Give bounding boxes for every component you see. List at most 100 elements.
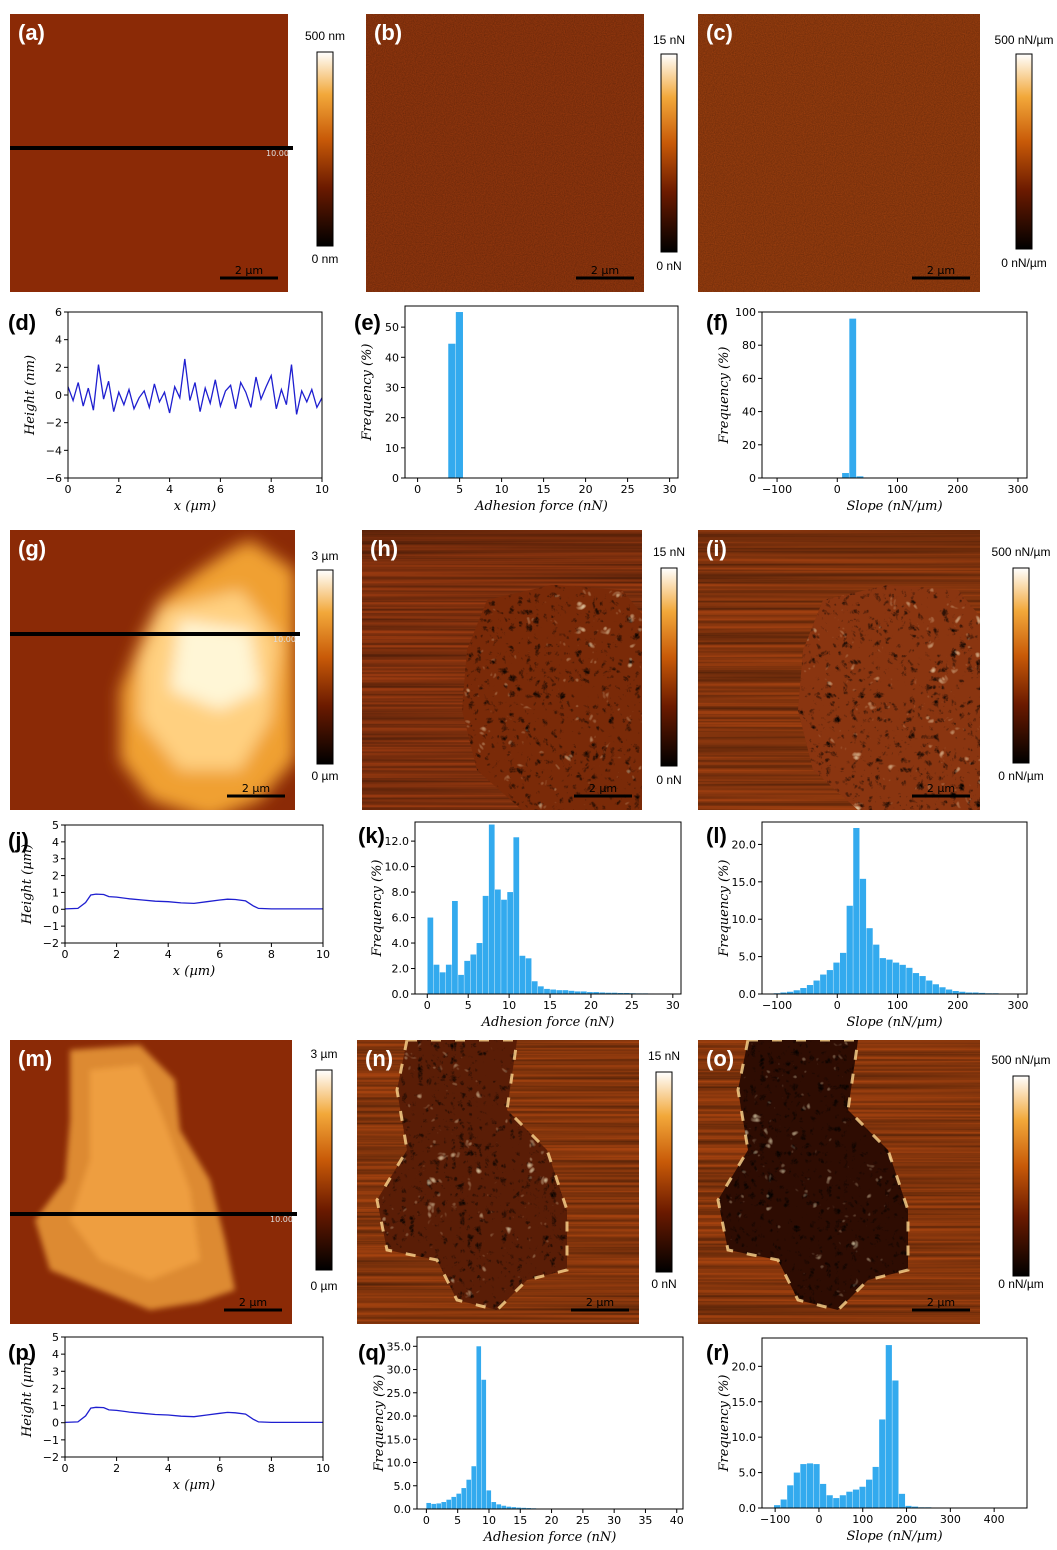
colorbar-max-label: 3 µm (312, 549, 339, 563)
histogram-bar (866, 1480, 872, 1508)
y-tick-label: 35.0 (387, 1340, 412, 1353)
histogram-bar (900, 965, 906, 994)
x-tick-label: 100 (887, 483, 908, 496)
afm-map-background (10, 14, 288, 292)
histogram-bar (441, 1502, 446, 1509)
x-tick-label: 0 (834, 483, 841, 496)
histogram-bar (873, 1467, 879, 1508)
histogram-bar (827, 970, 833, 994)
histogram-bar (846, 1492, 852, 1508)
histogram-bar (486, 1490, 491, 1509)
histogram-bar (456, 312, 463, 478)
colorbar-max-label: 500 nN/µm (992, 1053, 1051, 1067)
x-tick-label: 200 (947, 999, 968, 1012)
y-tick-label: 5 (52, 1331, 59, 1344)
histogram-bar (860, 879, 866, 994)
scan-band (698, 530, 980, 552)
y-axis-label: Height (µm) (20, 844, 35, 925)
colorbar-min-label: 0 nm (312, 252, 339, 266)
y-tick-label: 10.0 (385, 861, 410, 874)
histogram-bar (477, 943, 483, 994)
panel-label: (d) (8, 310, 36, 335)
x-tick-label: 300 (1007, 999, 1028, 1012)
y-tick-label: 60 (742, 372, 756, 385)
colorbar-min-label: 0 nN/µm (998, 1277, 1044, 1291)
histogram-bar (787, 1485, 793, 1508)
profile-line-label: 10.00 (270, 1215, 293, 1224)
histogram-bar (563, 990, 569, 994)
x-tick-label: 4 (165, 1462, 172, 1475)
histogram-bar (452, 901, 458, 994)
panel-label: (o) (706, 1046, 734, 1071)
profile-line-label: 10.00 (266, 149, 289, 158)
x-tick-label: 20 (584, 999, 598, 1012)
plot-frame (417, 1337, 683, 1509)
histogram-bar (833, 1498, 839, 1508)
x-tick-label: 0 (65, 483, 72, 496)
histogram-bar (471, 1466, 476, 1509)
y-tick-label: 10.0 (732, 1431, 757, 1444)
x-tick-label: 4 (166, 483, 173, 496)
y-tick-label: 50 (385, 321, 399, 334)
y-tick-label: 4 (52, 836, 59, 849)
y-tick-label: 4 (52, 1348, 59, 1361)
colorbar-min-label: 0 nN (651, 1277, 676, 1291)
x-tick-label: 400 (984, 1513, 1005, 1526)
x-tick-label: 10 (315, 483, 329, 496)
histogram-bar (464, 961, 470, 994)
colorbar (317, 570, 333, 764)
histogram-bar (820, 975, 826, 994)
histogram-bar (849, 319, 856, 478)
histogram-bar (847, 906, 853, 994)
x-tick-label: 10 (316, 948, 330, 961)
scale-bar-label: 2 µm (927, 264, 955, 277)
scale-bar-label: 2 µm (591, 264, 619, 277)
y-axis-label: Frequency (%) (717, 1375, 732, 1473)
x-tick-label: 8 (268, 483, 275, 496)
y-tick-label: 100 (735, 306, 756, 319)
y-axis-label: Height (nm) (23, 355, 38, 436)
x-tick-label: 6 (217, 483, 224, 496)
profile-line-label: 10.00 (273, 635, 296, 644)
x-tick-label: 5 (454, 1514, 461, 1527)
y-tick-label: 40 (742, 406, 756, 419)
y-tick-label: 30 (385, 381, 399, 394)
y-tick-label: 10 (385, 442, 399, 455)
histogram-bar (466, 1480, 471, 1509)
x-axis-label: Slope (nN/µm) (846, 499, 942, 514)
histogram-bar (833, 963, 839, 994)
panel-label: (m) (18, 1046, 52, 1071)
afm-map-noise (698, 14, 980, 292)
y-tick-label: 5.0 (739, 1467, 757, 1480)
x-tick-label: 0 (414, 483, 421, 496)
panel-label: (i) (706, 536, 727, 561)
histogram-bar (434, 965, 440, 994)
colorbar (1016, 54, 1032, 249)
x-tick-label: 300 (1007, 483, 1028, 496)
y-tick-label: 25.0 (387, 1387, 412, 1400)
histogram-bar (426, 1503, 431, 1509)
histogram-bar (456, 1494, 461, 1509)
y-tick-label: 20.0 (387, 1410, 412, 1423)
histogram-bar (489, 825, 495, 994)
afm-map-panel: 2 µm(c)500 nN/µm0 nN/µm (698, 14, 1053, 292)
x-tick-label: 10 (502, 999, 516, 1012)
colorbar-min-label: 0 µm (311, 1279, 338, 1293)
histogram-bar (892, 1381, 898, 1509)
x-tick-label: 2 (113, 948, 120, 961)
panel-label: (q) (358, 1340, 386, 1365)
y-axis-label: Frequency (%) (370, 860, 385, 958)
histogram-bar (507, 892, 513, 994)
scale-bar-label: 2 µm (235, 264, 263, 277)
x-tick-label: 2 (115, 483, 122, 496)
x-tick-label: 20 (579, 483, 593, 496)
histogram-bar (842, 473, 849, 478)
x-axis-label: Adhesion force (nN) (474, 499, 608, 514)
histogram-bar (800, 1464, 806, 1508)
histogram-bar (476, 1346, 481, 1509)
histogram-bar (853, 828, 859, 994)
